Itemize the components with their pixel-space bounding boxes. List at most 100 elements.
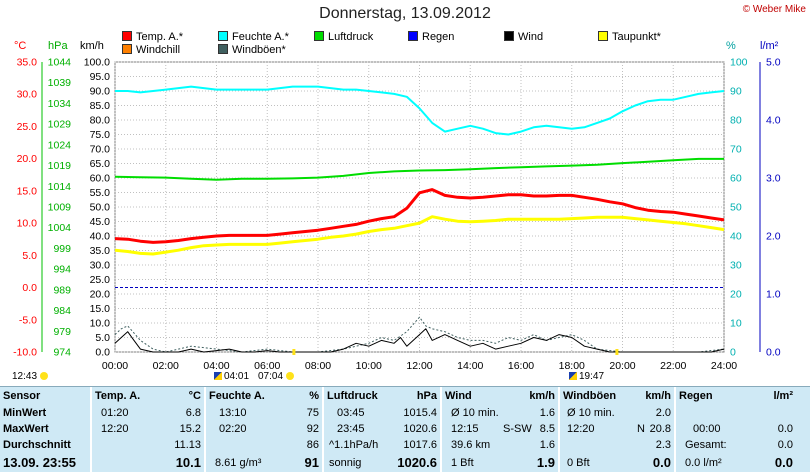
humidity-min-value: 75 [306, 407, 319, 419]
legend-label: Wind [518, 31, 544, 43]
humidity-unit: % [309, 390, 319, 402]
series-taupunkt [114, 215, 725, 256]
humidity-tick-label: 50 [730, 202, 742, 214]
sun-icon [286, 372, 295, 380]
sun-event: 19:47 [569, 371, 604, 382]
x-tick-label: 06:00 [254, 360, 280, 372]
wind-tick-label: 50.0 [90, 202, 111, 214]
pressure-tick-label: 999 [53, 243, 71, 255]
humidity-tick-label: 90 [730, 86, 742, 98]
legend-label: Regen [422, 31, 455, 43]
pressure-tick-label: 1019 [48, 160, 72, 172]
current-timestamp: 13.09. 23:55 [3, 455, 77, 470]
wind-axis-unit: km/h [80, 40, 104, 52]
legend-item: Luftdruck [314, 31, 373, 43]
legend-label: Windböen* [232, 44, 286, 56]
temp-tick-label: -5.0 [19, 314, 37, 326]
x-tick-label: 20:00 [609, 360, 635, 372]
temp-tick-label: 5.0 [22, 250, 37, 262]
legend-swatch [122, 44, 132, 54]
humidity-tick-label: 20 [730, 289, 742, 301]
legend-item: Regen [408, 31, 454, 43]
wind-tick-label: 70.0 [90, 144, 111, 156]
rain-total-label: Gesamt: [685, 439, 727, 451]
temp-min-time: 01:20 [101, 407, 129, 419]
gust-beaufort: 0 Bft [567, 457, 590, 469]
rain-tick-label: 1.0 [766, 289, 781, 301]
wind-tick-label: 45.0 [90, 216, 111, 228]
temp-avg-value: 11.13 [174, 439, 201, 451]
humidity-tick-label: 80 [730, 115, 742, 127]
wind-tick-label: 40.0 [90, 231, 111, 243]
rain-total-value: 0.0 [777, 439, 793, 451]
legend-swatch [408, 31, 418, 41]
sun-event: 07:04 [258, 371, 296, 382]
wind-tick-label: 15.0 [90, 303, 111, 315]
sun-marker [615, 349, 619, 355]
gust-column: Windböen km/h Ø 10 min. 2.0 12:20 N 20.8 2.3… [560, 387, 676, 472]
rain-axis-unit: l/m² [760, 40, 779, 52]
legend-item: Temp. A.* [122, 31, 183, 43]
wind-current-value: 1.9 [536, 455, 555, 470]
sensor-header: Sensor [3, 390, 41, 402]
copyright-label: © Weber Mike [742, 4, 806, 15]
temp-min-value: 6.8 [185, 407, 201, 419]
temp-max-value: 15.2 [179, 423, 201, 435]
sun-marker [292, 349, 296, 355]
humidity-max-time: 02:20 [219, 423, 247, 435]
humidity-tick-label: 30 [730, 260, 742, 272]
summary-table: Sensor MinWert MaxWert Durchschnitt 13.0… [0, 386, 810, 472]
avg-row-label: Durchschnitt [3, 439, 71, 451]
pressure-current-value: 1020.6 [397, 455, 437, 470]
wind-tick-label: 30.0 [90, 260, 111, 272]
gust-max-time: 12:20 [567, 423, 595, 435]
wind-header: Wind [445, 390, 472, 402]
humidity-tick-label: 40 [730, 231, 742, 243]
wind-tick-label: 60.0 [90, 173, 111, 185]
pressure-tick-label: 1039 [48, 77, 72, 89]
x-tick-label: 16:00 [508, 360, 534, 372]
legend-item: Taupunkt* [598, 31, 661, 43]
wind-unit: km/h [529, 390, 555, 402]
series-feuchte-a [115, 85, 725, 136]
wind-tick-label: 10.0 [90, 318, 111, 330]
humidity-avg-value: 86 [306, 439, 319, 451]
temp-column: Temp. A. °C 01:20 6.8 12:20 15.2 11.13 10.1 [92, 387, 206, 472]
wind-tick-label: 35.0 [90, 245, 111, 257]
series-windb-en [114, 316, 725, 353]
pressure-tick-label: 1004 [48, 222, 72, 234]
wind-run-distance: 39.6 km [451, 439, 491, 451]
pressure-tick-label: 1024 [48, 139, 72, 151]
legend-label: Feuchte A.* [232, 31, 289, 43]
humidity-tick-label: 100 [730, 57, 748, 69]
sun-icon [40, 372, 49, 380]
legend-label: Windchill [136, 44, 181, 56]
sun-event-time: 04:01 [224, 371, 250, 382]
weather-chart: 100.095.090.085.080.075.070.065.060.055.… [13, 57, 781, 373]
pressure-axis-unit: hPa [48, 40, 68, 52]
wind-max-direction: S-SW [503, 423, 532, 435]
gust-min-label: Ø 10 min. [567, 407, 615, 419]
x-tick-label: 02:00 [153, 360, 179, 372]
sun-event: 12:43 [12, 371, 50, 382]
humidity-current-value: 91 [304, 455, 319, 470]
series-temp-a [114, 188, 725, 244]
x-tick-label: 22:00 [660, 360, 686, 372]
wind-max-time: 12:15 [451, 423, 479, 435]
gust-min-value: 2.0 [655, 407, 671, 419]
wind-tick-label: 25.0 [90, 274, 111, 286]
pressure-min-time: 03:45 [337, 407, 365, 419]
x-tick-label: 10:00 [356, 360, 382, 372]
legend-swatch [122, 31, 132, 41]
wind-tick-label: 55.0 [90, 187, 111, 199]
temp-unit: °C [188, 390, 201, 402]
pressure-tick-label: 989 [53, 284, 71, 296]
pressure-unit: hPa [416, 390, 437, 402]
humidity-tick-label: 10 [730, 318, 742, 330]
series-wind [114, 328, 725, 353]
pressure-tick-label: 979 [53, 326, 71, 338]
series-luftdruck [114, 157, 724, 181]
wind-tick-label: 85.0 [90, 100, 111, 112]
moon-sun-icon [569, 372, 577, 380]
humidity-tick-label: 0 [730, 347, 736, 359]
